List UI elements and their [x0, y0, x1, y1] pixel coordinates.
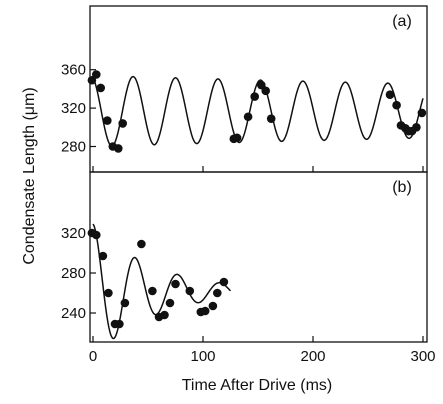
data-point	[185, 286, 195, 296]
y-tick-label: 320	[61, 225, 86, 242]
x-tick-label: 0	[89, 348, 97, 365]
panel-b-ticks: 240 280 320 0 100 200 300	[61, 225, 436, 365]
y-tick-label: 360	[61, 62, 86, 79]
data-point	[385, 90, 395, 99]
data-point	[200, 306, 210, 316]
panel-b-tag: (b)	[392, 179, 412, 196]
data-point	[165, 298, 175, 308]
panel-a-tag: (a)	[392, 13, 412, 30]
panel-a-data-points	[87, 70, 427, 153]
data-point	[103, 116, 112, 125]
panel-b: 240 280 320 0 100 200 300 (b)	[61, 171, 436, 365]
panel-a-fit-curve	[92, 75, 424, 147]
data-point	[148, 286, 157, 296]
panel-a: 280 320 360 (a)	[61, 5, 428, 173]
y-tick-label: 320	[61, 100, 86, 117]
data-point	[392, 100, 401, 110]
data-point	[208, 301, 218, 311]
data-point	[219, 277, 229, 287]
data-point	[412, 123, 421, 132]
y-tick-label: 240	[61, 305, 86, 322]
data-point	[243, 112, 253, 122]
data-point	[137, 239, 146, 249]
data-point	[114, 144, 123, 153]
data-point	[417, 108, 427, 118]
y-tick-label: 280	[61, 139, 86, 156]
panel-b-frame	[89, 171, 428, 343]
data-point	[96, 83, 105, 93]
data-point	[261, 86, 271, 96]
x-tick-label: 200	[300, 348, 325, 365]
panel-b-data-points	[87, 228, 229, 329]
data-point	[250, 92, 259, 101]
data-point	[266, 114, 276, 123]
data-point	[115, 319, 124, 329]
data-point	[104, 288, 113, 298]
x-tick-label: 300	[410, 348, 435, 365]
data-point	[213, 288, 222, 298]
data-point	[232, 133, 242, 143]
data-point	[92, 230, 101, 240]
x-axis-label: Time After Drive (ms)	[182, 377, 333, 394]
data-point	[160, 310, 169, 320]
data-point	[120, 298, 130, 308]
data-point	[92, 70, 101, 79]
data-point	[98, 251, 108, 261]
data-point	[118, 119, 127, 128]
y-axis-label: Condensate Length (μm)	[21, 87, 38, 264]
y-tick-label: 280	[61, 265, 86, 282]
data-point	[171, 279, 180, 289]
panel-b-fit-curve	[92, 223, 232, 340]
x-tick-label: 100	[190, 348, 215, 365]
panel-a-frame	[89, 5, 428, 173]
panel-a-ticks: 280 320 360	[61, 62, 424, 172]
